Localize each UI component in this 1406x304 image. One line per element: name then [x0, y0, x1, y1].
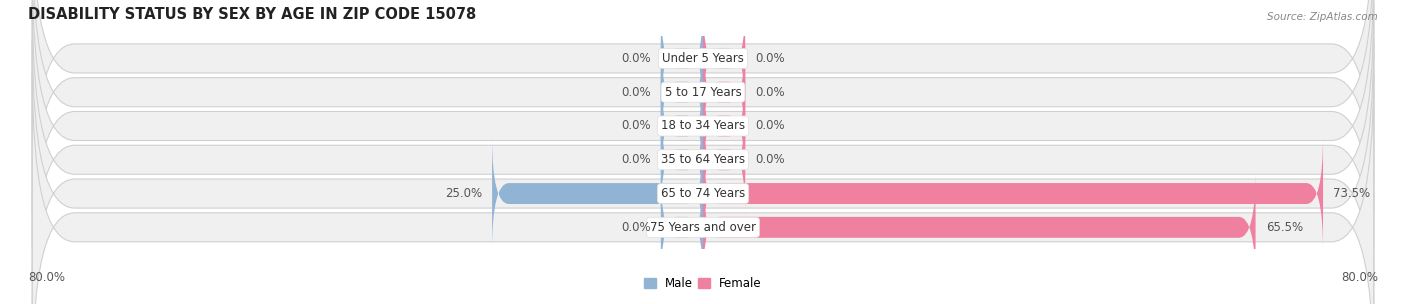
Text: 0.0%: 0.0%: [621, 52, 651, 65]
Text: 0.0%: 0.0%: [621, 86, 651, 99]
FancyBboxPatch shape: [703, 103, 745, 217]
Text: 0.0%: 0.0%: [621, 221, 651, 234]
FancyBboxPatch shape: [703, 170, 1256, 285]
FancyBboxPatch shape: [661, 170, 703, 285]
Text: 0.0%: 0.0%: [621, 119, 651, 133]
Text: Source: ZipAtlas.com: Source: ZipAtlas.com: [1267, 12, 1378, 22]
Text: 5 to 17 Years: 5 to 17 Years: [665, 86, 741, 99]
FancyBboxPatch shape: [703, 136, 1323, 250]
Text: DISABILITY STATUS BY SEX BY AGE IN ZIP CODE 15078: DISABILITY STATUS BY SEX BY AGE IN ZIP C…: [28, 7, 477, 22]
FancyBboxPatch shape: [661, 69, 703, 183]
Text: 0.0%: 0.0%: [755, 52, 785, 65]
FancyBboxPatch shape: [32, 5, 1374, 304]
Text: Under 5 Years: Under 5 Years: [662, 52, 744, 65]
FancyBboxPatch shape: [492, 136, 703, 250]
FancyBboxPatch shape: [703, 69, 745, 183]
Legend: Male, Female: Male, Female: [644, 277, 762, 290]
Text: 0.0%: 0.0%: [755, 86, 785, 99]
FancyBboxPatch shape: [703, 35, 745, 149]
FancyBboxPatch shape: [703, 1, 745, 116]
FancyBboxPatch shape: [661, 103, 703, 217]
Text: 80.0%: 80.0%: [1341, 271, 1378, 284]
Text: 0.0%: 0.0%: [621, 153, 651, 166]
FancyBboxPatch shape: [661, 35, 703, 149]
Text: 80.0%: 80.0%: [28, 271, 65, 284]
Text: 65 to 74 Years: 65 to 74 Years: [661, 187, 745, 200]
FancyBboxPatch shape: [32, 39, 1374, 304]
Text: 25.0%: 25.0%: [444, 187, 482, 200]
Text: 75 Years and over: 75 Years and over: [650, 221, 756, 234]
FancyBboxPatch shape: [661, 1, 703, 116]
FancyBboxPatch shape: [32, 0, 1374, 213]
Text: 0.0%: 0.0%: [755, 119, 785, 133]
Text: 18 to 34 Years: 18 to 34 Years: [661, 119, 745, 133]
Text: 35 to 64 Years: 35 to 64 Years: [661, 153, 745, 166]
Text: 73.5%: 73.5%: [1333, 187, 1371, 200]
FancyBboxPatch shape: [32, 0, 1374, 280]
FancyBboxPatch shape: [32, 73, 1374, 304]
Text: 65.5%: 65.5%: [1265, 221, 1303, 234]
Text: 0.0%: 0.0%: [755, 153, 785, 166]
FancyBboxPatch shape: [32, 0, 1374, 247]
